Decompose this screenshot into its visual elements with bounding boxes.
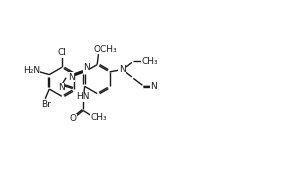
Text: N: N <box>119 65 125 74</box>
Text: H₂N: H₂N <box>23 66 40 75</box>
Text: N: N <box>58 83 64 92</box>
Text: N: N <box>68 73 74 82</box>
Text: Cl: Cl <box>57 49 66 57</box>
Text: HN: HN <box>76 92 89 101</box>
Text: N: N <box>150 82 157 91</box>
Text: N: N <box>83 63 90 72</box>
Text: CH₃: CH₃ <box>90 113 107 122</box>
Text: CH₃: CH₃ <box>141 57 158 66</box>
Text: O: O <box>69 114 76 123</box>
Text: OCH₃: OCH₃ <box>93 45 117 54</box>
Text: Br: Br <box>41 100 51 109</box>
